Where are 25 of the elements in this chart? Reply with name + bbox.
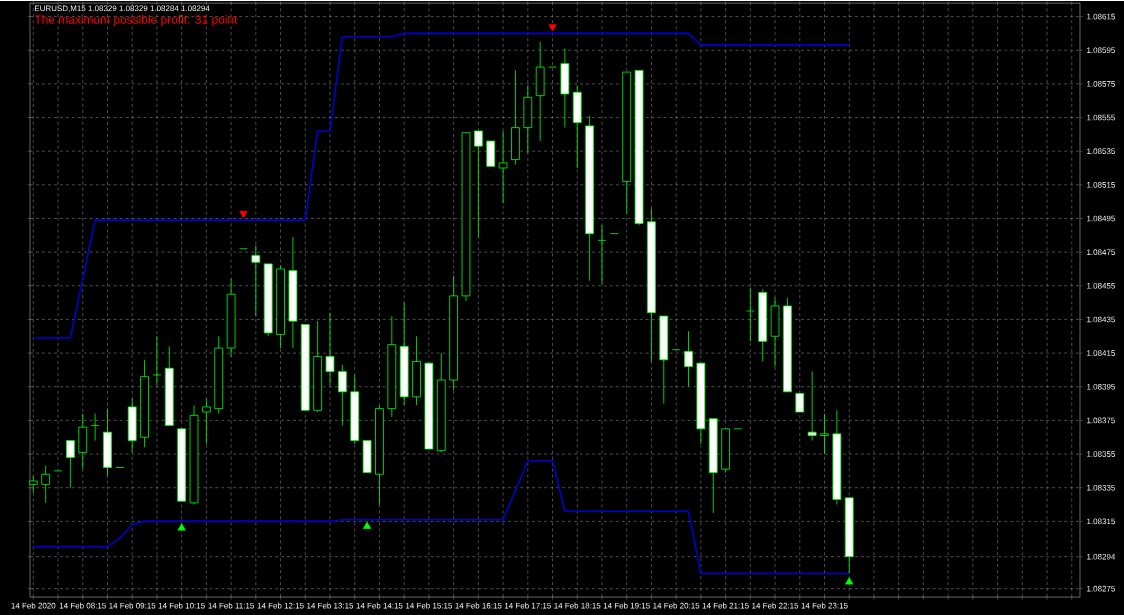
- point: [362, 521, 372, 529]
- candlestick: [338, 364, 347, 426]
- candlestick: [202, 398, 211, 445]
- point: [177, 523, 186, 531]
- candlestick: [498, 130, 508, 204]
- candlestick: [795, 393, 805, 413]
- line-series: [32, 459, 851, 575]
- candlestick: [152, 335, 162, 386]
- candlestick: [90, 413, 100, 441]
- candlestick: [474, 130, 483, 238]
- line-series: [32, 32, 851, 339]
- point: [845, 577, 854, 585]
- annotation: The maximum possible profit: 31 point: [34, 14, 238, 27]
- candlestick: [41, 465, 51, 504]
- candlestick: [28, 475, 38, 494]
- point: [239, 210, 248, 219]
- candlestick: [325, 312, 335, 386]
- candlestick: [745, 287, 755, 342]
- point: [548, 24, 557, 32]
- candlestick: [820, 413, 829, 455]
- candlestick: [251, 244, 261, 317]
- candlestick: [597, 224, 607, 285]
- candlestick: [684, 330, 693, 388]
- candlestick: [66, 440, 75, 489]
- candlestick: [807, 371, 817, 441]
